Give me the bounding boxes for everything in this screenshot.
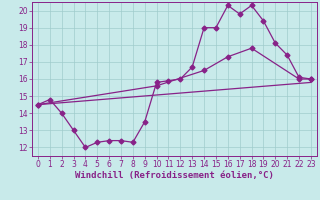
X-axis label: Windchill (Refroidissement éolien,°C): Windchill (Refroidissement éolien,°C) (75, 171, 274, 180)
